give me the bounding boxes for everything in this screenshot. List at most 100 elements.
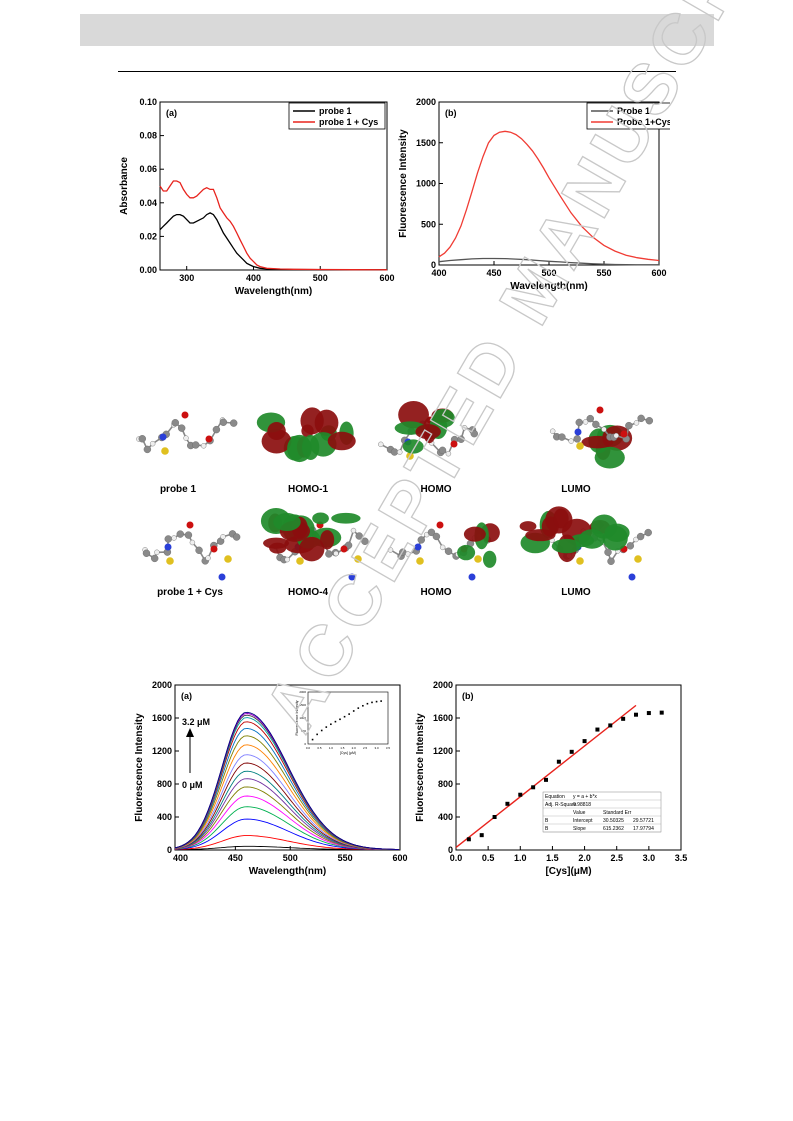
orbital-lobe xyxy=(320,530,335,550)
y-tick-label: 0.08 xyxy=(139,131,157,141)
atom-sulfur xyxy=(354,555,362,563)
data-point xyxy=(556,759,561,764)
x-tick-label: 3.5 xyxy=(675,853,688,863)
inset-point xyxy=(348,713,350,715)
x-tick-label: 0.0 xyxy=(450,853,463,863)
atom xyxy=(470,429,478,438)
atom xyxy=(444,547,453,555)
atom-sulfur xyxy=(576,557,584,565)
orbital-lobe xyxy=(312,512,329,525)
orbital-lobe xyxy=(298,536,325,562)
y-axis-label: Absorbance xyxy=(119,157,130,215)
fit-table-cell: 29.57721 xyxy=(633,818,654,824)
atom xyxy=(143,445,152,454)
titration-curve-10 xyxy=(174,754,399,850)
atom xyxy=(195,546,203,555)
legend-box xyxy=(586,102,670,130)
y-tick-label: 0.10 xyxy=(139,97,157,107)
orbital-lobe xyxy=(327,431,356,451)
atom xyxy=(177,424,186,432)
x-tick-label: 0.5 xyxy=(482,853,495,863)
atom xyxy=(189,539,196,546)
titration-curve-12 xyxy=(174,735,399,850)
orbital-lobe xyxy=(402,439,424,454)
orbital-lobe xyxy=(519,521,537,532)
fit-table-cell: 30.50325 xyxy=(603,818,624,824)
atom xyxy=(399,548,407,556)
y-tick-label: 1000 xyxy=(416,179,436,189)
inset-x-tick-label: 2.5 xyxy=(363,746,368,750)
inset-point xyxy=(375,700,378,703)
atom xyxy=(625,421,633,430)
y-tick-label: 0.02 xyxy=(139,231,157,241)
header-rule xyxy=(118,71,676,72)
x-tick-label: 3.0 xyxy=(643,853,656,863)
orbital-lobe xyxy=(398,400,429,429)
inset-y-tick-label: 2000 xyxy=(299,690,306,694)
fit-table-cell: B xyxy=(545,826,549,832)
atom xyxy=(232,533,241,541)
atom-nitrogen xyxy=(159,433,167,441)
atom xyxy=(558,433,566,441)
atom xyxy=(427,528,436,537)
y-tick-label: 1200 xyxy=(433,746,453,756)
orbital-label: probe 1 xyxy=(160,484,197,495)
inset-point xyxy=(362,704,364,707)
chart-fluorescence-compare: 400 450 500 550 600 0 500 1000 1500 2000 Wavelengt… xyxy=(398,97,670,292)
atom xyxy=(154,549,160,556)
atom xyxy=(205,555,211,561)
x-tick-label: 400 xyxy=(431,268,446,278)
y-tick-label: 2000 xyxy=(416,97,436,107)
data-point xyxy=(582,739,587,744)
orbital-lobe xyxy=(578,529,606,549)
x-tick-label: 600 xyxy=(379,273,394,283)
x-tick-label: 400 xyxy=(173,853,188,863)
inset-point xyxy=(380,700,382,702)
atom-oxygen xyxy=(186,521,194,529)
x-tick-label: 2.0 xyxy=(578,853,591,863)
inset-x-tick-label: 1.5 xyxy=(340,746,345,750)
atom-oxygen xyxy=(210,545,218,553)
series-line-1 xyxy=(438,257,659,266)
y-axis-label: Fluorescence Intensity xyxy=(398,129,409,238)
atom xyxy=(573,435,581,443)
atom xyxy=(575,418,583,427)
atom xyxy=(387,547,394,553)
series-line-1 xyxy=(159,212,387,271)
orbital-lobe xyxy=(545,506,573,534)
y-tick-label: 0.04 xyxy=(139,198,157,208)
orbital-label: HOMO xyxy=(420,484,451,495)
inset-point xyxy=(371,701,373,704)
data-point xyxy=(518,792,523,797)
molecule xyxy=(549,406,654,450)
atom xyxy=(438,446,447,455)
atom xyxy=(439,544,446,551)
atom xyxy=(582,419,589,425)
atom xyxy=(212,425,221,434)
atom xyxy=(390,448,399,456)
legend-entry: probe 1 xyxy=(319,106,352,116)
atom xyxy=(432,532,441,541)
atom-sulfur xyxy=(416,557,424,565)
panel-label: (a) xyxy=(181,691,192,701)
fit-table-frame xyxy=(542,791,662,833)
x-axis-label: [Cys](μM) xyxy=(545,866,591,877)
inset-y-tick-label: 1500 xyxy=(299,703,306,707)
chart-absorbance: 300 400 500 600 0.00 0.02 0.04 0.06 0.08 0.10 Wave… xyxy=(119,97,395,297)
panel-label: (b) xyxy=(462,691,474,701)
y-axis-label: Fluorescence Intensity xyxy=(134,713,145,822)
atom xyxy=(164,535,172,543)
atom-sulfur xyxy=(296,557,304,565)
panel-label: (b) xyxy=(445,108,457,118)
atom-nitrogen xyxy=(628,573,636,581)
series-line-2 xyxy=(159,180,388,271)
y-tick-label: 1200 xyxy=(152,746,172,756)
plot-frame xyxy=(174,684,401,851)
atom-sulfur xyxy=(474,555,482,563)
atom-sulfur xyxy=(224,555,232,563)
atom-nitrogen xyxy=(348,573,356,581)
data-point xyxy=(544,777,548,782)
atom-oxygen xyxy=(436,521,444,529)
atom-sulfur xyxy=(161,447,169,455)
